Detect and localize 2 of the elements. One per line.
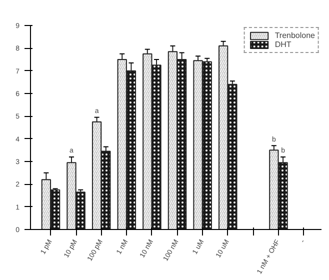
legend-label: Trenbolone [274,31,315,40]
legend-label: DHT [274,40,292,49]
